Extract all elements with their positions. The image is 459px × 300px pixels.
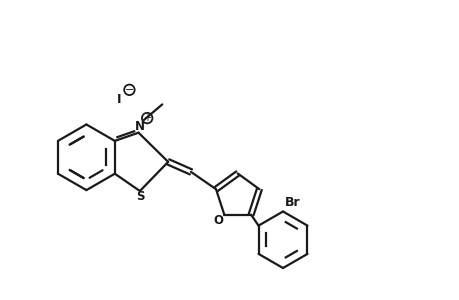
Text: +: + xyxy=(143,113,151,123)
Text: −: − xyxy=(124,85,134,95)
Text: S: S xyxy=(136,190,145,203)
Text: O: O xyxy=(213,214,224,227)
Text: Br: Br xyxy=(285,196,300,209)
Text: I: I xyxy=(117,93,121,106)
Text: N: N xyxy=(134,120,145,133)
